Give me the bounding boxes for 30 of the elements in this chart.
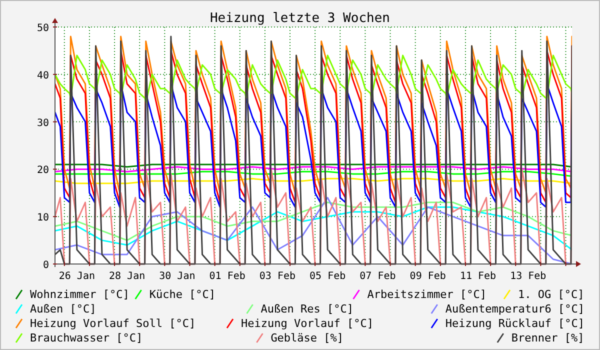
legend-label: Brenner [%]	[511, 332, 584, 344]
x-tick-label: 26 Jan	[58, 271, 95, 282]
x-tick-label: 09 Feb	[410, 271, 446, 282]
legend-label: 1. OG [°C]	[518, 288, 584, 301]
y-tick-label: 20	[36, 165, 49, 176]
x-tick-label: 05 Feb	[310, 271, 346, 282]
legend-label: Arbeitszimmer [°C]	[367, 288, 486, 301]
x-tick-label: 28 Jan	[109, 271, 146, 282]
chart-title: Heizung letzte 3 Wochen	[210, 11, 390, 26]
y-tick-label: 50	[36, 23, 49, 34]
y-tick-label: 40	[36, 70, 49, 82]
x-tick-label: 07 Feb	[360, 271, 396, 282]
legend-label: Wohnzimmer [°C]	[30, 288, 130, 301]
legend-label: Gebläse [%]	[270, 332, 344, 344]
y-tick-label: 0	[42, 260, 49, 271]
legend-label: Heizung Vorlauf Soll [°C]	[30, 317, 196, 330]
x-tick-label: 01 Feb	[209, 271, 246, 282]
legend-label: Außen Res [°C]	[260, 302, 354, 316]
x-tick-label: 03 Feb	[259, 271, 296, 282]
x-tick-label: 30 Jan	[159, 271, 196, 282]
legend-label: Außen [°C]	[30, 302, 96, 316]
legend-label: Küche [°C]	[149, 288, 216, 301]
x-tick-label: 13 Feb	[510, 271, 546, 282]
y-tick-label: 10	[36, 212, 49, 224]
legend-label: Heizung Rücklauf [°C]	[445, 317, 584, 330]
legend-label: Außentemperatur6 [°C]	[445, 302, 584, 316]
x-tick-label: 11 Feb	[460, 271, 496, 282]
legend-label: Heizung Vorlauf [°C]	[241, 317, 374, 330]
legend-label: Brauchwasser [°C]	[30, 332, 143, 344]
y-tick-label: 30	[36, 118, 49, 129]
